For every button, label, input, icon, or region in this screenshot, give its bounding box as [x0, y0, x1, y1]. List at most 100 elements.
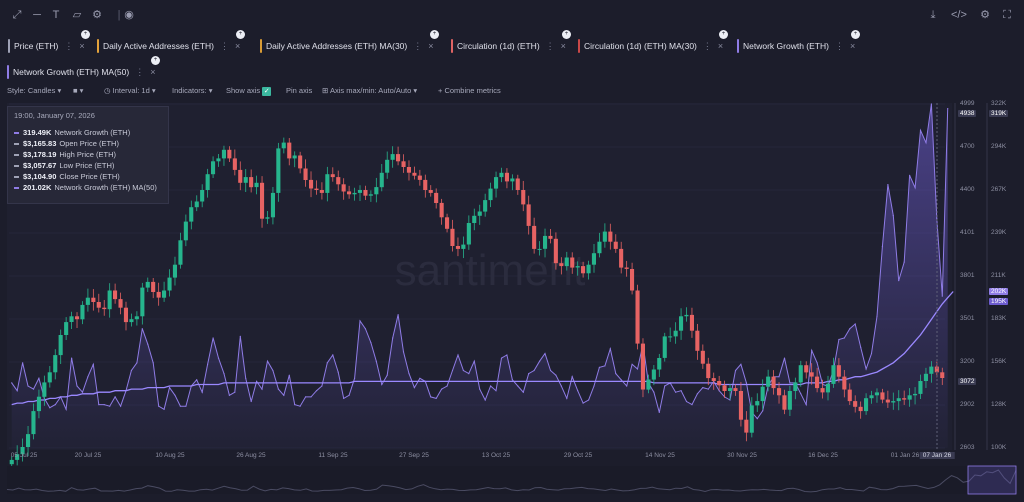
more-options-icon[interactable]: ⋮ — [702, 40, 712, 51]
remove-metric-icon[interactable]: × — [428, 41, 434, 51]
candle-body — [439, 202, 444, 218]
series-swatch — [14, 176, 19, 178]
tooltip-value: $3,178.19 — [23, 150, 57, 159]
metric-chip[interactable]: Daily Active Addresses (ETH) MA(30) ⋮ × + — [260, 30, 439, 54]
network-growth-point — [854, 323, 856, 325]
metric-chip[interactable]: Daily Active Addresses (ETH) ⋮ × + — [97, 30, 245, 54]
network-growth-point — [925, 142, 927, 144]
note-icon[interactable]: ▱ — [72, 9, 82, 21]
candle-body — [42, 382, 47, 397]
expand-icon[interactable]: ⤢ — [12, 9, 22, 21]
network-growth-point — [789, 382, 791, 384]
minimap-line — [6, 469, 1017, 493]
eye-icon[interactable]: ◉ — [124, 9, 134, 21]
indicators-selector[interactable]: Indicators: ▾ — [172, 86, 213, 95]
metric-color-bar — [8, 39, 10, 53]
network-growth-point — [903, 261, 905, 263]
candle-body — [706, 363, 711, 379]
metric-chip[interactable]: Circulation (1d) (ETH) ⋮ × + — [451, 30, 571, 54]
network-growth-point — [495, 390, 497, 392]
add-indicator-icon[interactable]: + — [562, 30, 571, 39]
watermark: santiment — [395, 246, 586, 295]
candle-body — [689, 314, 694, 331]
candle-body — [532, 225, 537, 249]
candle-body — [923, 373, 928, 381]
network-growth-point — [745, 382, 748, 384]
pin-axis-toggle[interactable]: Pin axis — [286, 86, 313, 95]
remove-metric-icon[interactable]: × — [849, 41, 856, 51]
metric-chip[interactable]: Price (ETH) ⋮ × + — [8, 30, 90, 54]
candle-body — [831, 365, 836, 384]
remove-metric-icon[interactable]: × — [150, 67, 156, 77]
network-growth-point — [71, 357, 73, 359]
add-indicator-icon[interactable]: + — [719, 30, 728, 39]
style-selector[interactable]: Style: Candles ▾ — [7, 86, 62, 95]
network-growth-point — [81, 391, 84, 393]
add-indicator-icon[interactable]: + — [81, 30, 90, 39]
interval-selector[interactable]: ◷ Interval: 1d ▾ — [104, 86, 156, 95]
candle-body — [379, 172, 384, 188]
combine-metrics-button[interactable]: + Combine metrics — [438, 86, 501, 95]
network-growth-point — [462, 369, 464, 372]
remove-metric-icon[interactable]: × — [235, 41, 241, 51]
add-indicator-icon[interactable]: + — [151, 56, 160, 65]
more-options-icon[interactable]: ⋮ — [545, 40, 555, 51]
series-swatch — [14, 165, 19, 167]
candle-body — [907, 395, 912, 400]
more-options-icon[interactable]: ⋮ — [834, 40, 844, 51]
tooltip-label: Low Price (ETH) — [59, 161, 115, 170]
embed-code-icon[interactable]: </> — [951, 9, 967, 21]
network-growth-point — [468, 373, 470, 375]
candle-body — [798, 365, 803, 383]
network-growth-point — [441, 388, 443, 390]
candle-body — [265, 217, 270, 219]
candle-body — [825, 383, 830, 393]
candle-body — [96, 302, 101, 308]
candle-body — [793, 382, 798, 391]
add-indicator-icon[interactable]: + — [851, 30, 860, 39]
network-growth-point — [168, 387, 171, 389]
network-growth-axis-tick: 128K — [991, 401, 1007, 408]
top-toolbar: ⤢ ─ T ▱ ⚙ | ◉ ⤓ </> ⚙ ⛶ — [0, 0, 1024, 30]
settings-icon[interactable]: ⚙ — [980, 9, 990, 21]
line-tool-icon[interactable]: ─ — [33, 9, 41, 21]
network-growth-point — [283, 394, 285, 396]
data-tooltip: 19:00, January 07, 2026 319.49K Network G… — [7, 106, 169, 204]
color-selector[interactable]: ■ ▾ — [73, 86, 84, 95]
add-indicator-icon[interactable]: + — [236, 30, 245, 39]
candle-body — [777, 388, 782, 396]
candle-body — [368, 194, 373, 196]
network-growth-point — [217, 357, 220, 359]
candle-body — [145, 281, 150, 288]
metric-chip[interactable]: Circulation (1d) (ETH) MA(30) ⋮ × + — [578, 30, 728, 54]
more-options-icon[interactable]: ⋮ — [64, 40, 74, 51]
text-tool-icon[interactable]: T — [52, 9, 60, 21]
remove-metric-icon[interactable]: × — [79, 41, 85, 51]
add-indicator-icon[interactable]: + — [430, 30, 439, 39]
x-tick-label: 26 Aug 25 — [236, 452, 266, 459]
remove-metric-icon[interactable]: × — [560, 41, 566, 51]
candle-body — [26, 434, 31, 447]
network-growth-point — [816, 362, 818, 364]
candle-body — [662, 336, 667, 358]
network-growth-point — [228, 394, 230, 396]
tooltip-label: Network Growth (ETH) — [54, 128, 131, 137]
axis-max-min-selector[interactable]: ⊞ Axis max/min: Auto/Auto ▾ — [322, 86, 418, 95]
show-axis-toggle[interactable]: Show axis ✓ — [226, 86, 272, 96]
more-options-icon[interactable]: ⋮ — [220, 40, 230, 51]
candle-body — [249, 177, 254, 188]
metric-chip[interactable]: Network Growth (ETH) ⋮ × + — [737, 30, 860, 54]
metric-color-bar — [260, 39, 262, 53]
download-icon[interactable]: ⤓ — [930, 9, 936, 21]
network-growth-point — [843, 337, 845, 339]
metric-chip[interactable]: Network Growth (ETH) MA(50) ⋮ × + — [7, 56, 160, 80]
more-options-icon[interactable]: ⋮ — [413, 40, 423, 51]
network-growth-point — [92, 363, 94, 365]
more-options-icon[interactable]: ⋮ — [135, 66, 145, 77]
fullscreen-icon[interactable]: ⛶ — [1003, 9, 1011, 21]
settings-cog-icon[interactable]: ⚙ — [92, 9, 102, 21]
candle-body — [363, 190, 368, 196]
candle-body — [929, 366, 934, 374]
remove-metric-icon[interactable]: × — [717, 41, 724, 51]
network-growth-point — [865, 368, 867, 370]
